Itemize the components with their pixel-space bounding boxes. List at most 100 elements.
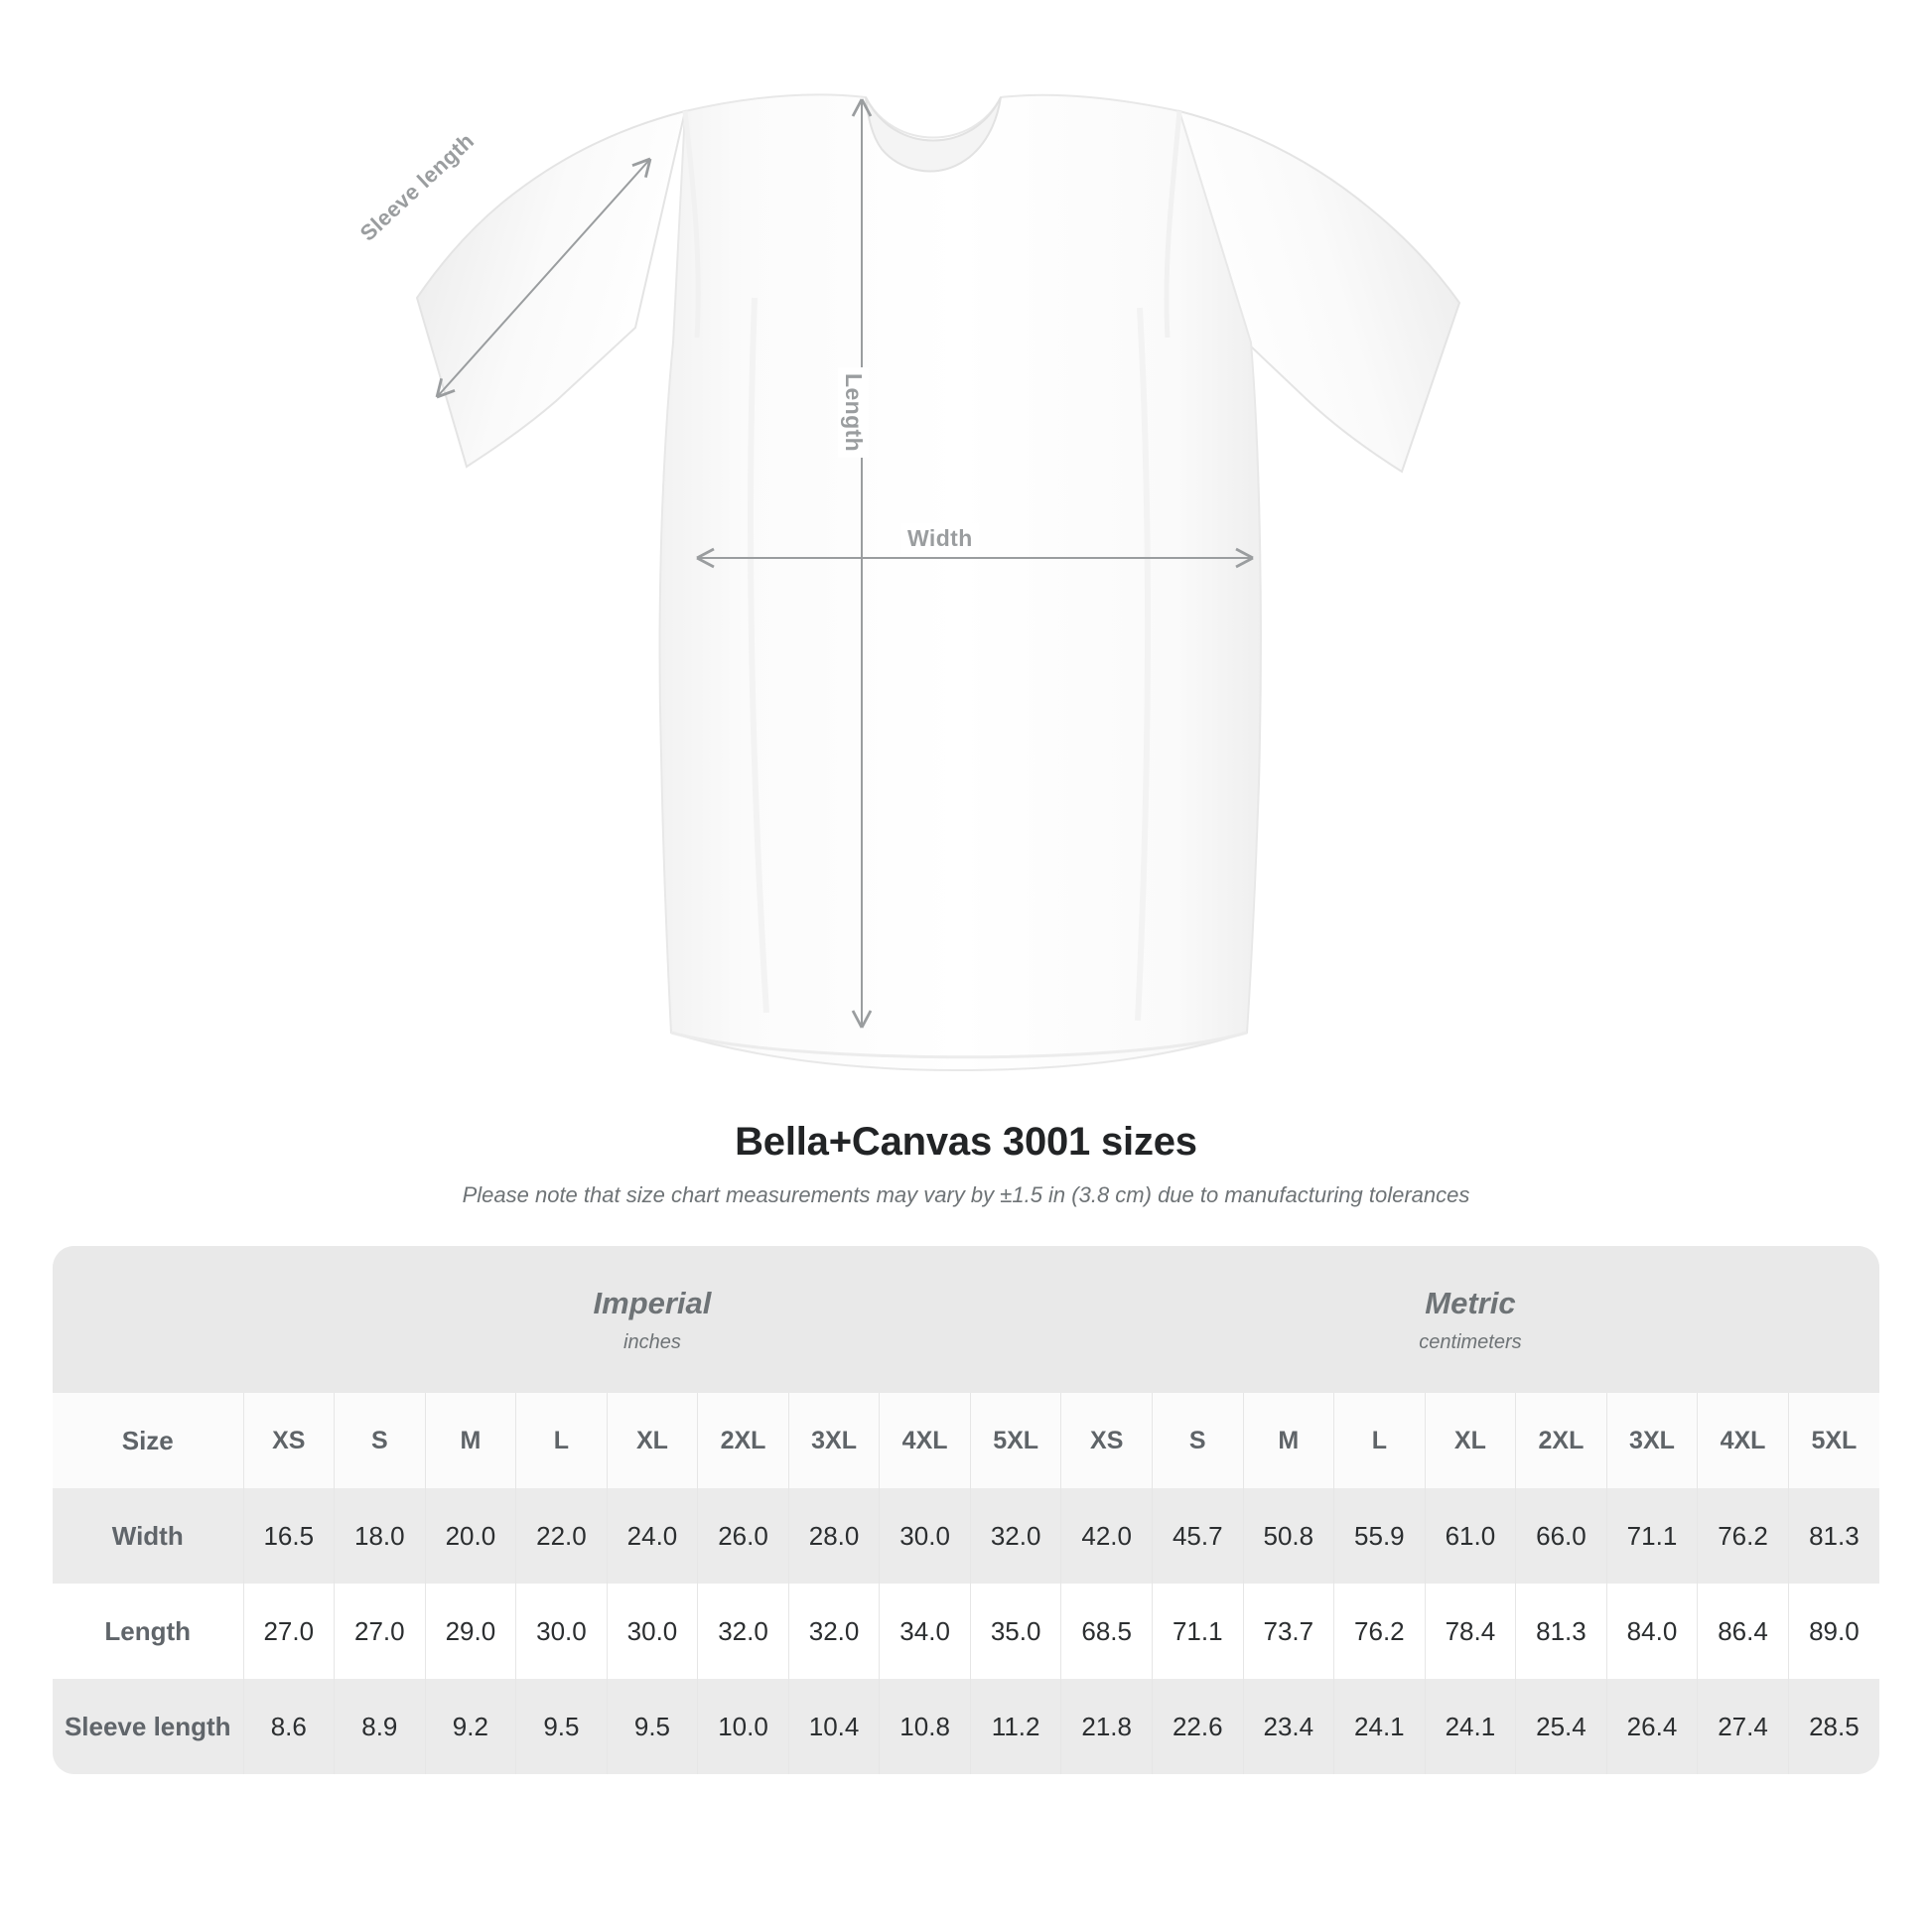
measurement-cell: 76.2 <box>1697 1488 1789 1584</box>
measurement-cell: 50.8 <box>1242 1488 1334 1584</box>
size-chart-table: Imperial inches Metric centimeters Size XS S M L… <box>53 1246 1879 1774</box>
measurement-cell: 28.0 <box>787 1488 880 1584</box>
measurement-cell: 10.8 <box>879 1679 971 1774</box>
measurement-cell: 30.0 <box>515 1584 608 1679</box>
measurement-cell: 61.0 <box>1424 1488 1516 1584</box>
measurement-cell: 42.0 <box>1060 1488 1153 1584</box>
measurement-cell: 27.0 <box>242 1584 335 1679</box>
size-header-cell: 3XL <box>787 1393 880 1488</box>
measurement-cell: 30.0 <box>879 1488 971 1584</box>
size-header-cell: 5XL <box>1787 1393 1879 1488</box>
size-header-cell: 5XL <box>969 1393 1061 1488</box>
measurement-cell: 32.0 <box>969 1488 1061 1584</box>
measurement-cell: 71.1 <box>1605 1488 1698 1584</box>
measurement-cell: 20.0 <box>424 1488 516 1584</box>
tshirt-illustration: Sleeve length Length Width <box>354 93 1461 1072</box>
measurement-cell: 24.0 <box>606 1488 698 1584</box>
measurement-cell: 32.0 <box>787 1584 880 1679</box>
table-row: Sleeve length 8.6 8.9 9.2 9.5 9.5 10.0 10.4 10.8… <box>53 1679 1879 1774</box>
measurement-cell: 73.7 <box>1242 1584 1334 1679</box>
unit-group-row: Imperial inches Metric centimeters <box>53 1246 1879 1393</box>
measurement-cell: 86.4 <box>1697 1584 1789 1679</box>
measurement-cell: 26.0 <box>697 1488 789 1584</box>
size-header-cell: 4XL <box>879 1393 971 1488</box>
measurement-cell: 78.4 <box>1424 1584 1516 1679</box>
measurement-cell: 66.0 <box>1515 1488 1607 1584</box>
measurement-cell: 8.9 <box>334 1679 426 1774</box>
tshirt-image: Sleeve length Length Width <box>354 93 1461 1072</box>
size-header-cell: 3XL <box>1605 1393 1698 1488</box>
measurement-cell: 35.0 <box>969 1584 1061 1679</box>
measurement-cell: 29.0 <box>424 1584 516 1679</box>
measurement-cell: 9.5 <box>515 1679 608 1774</box>
measurement-cell: 32.0 <box>697 1584 789 1679</box>
measurement-cell: 10.0 <box>697 1679 789 1774</box>
measurement-cell: 71.1 <box>1151 1584 1244 1679</box>
size-header-cell: L <box>515 1393 608 1488</box>
measurement-cell: 68.5 <box>1060 1584 1153 1679</box>
size-header-cell: 2XL <box>697 1393 789 1488</box>
measurement-cell: 81.3 <box>1787 1488 1879 1584</box>
unit-group-sub: centimeters <box>1419 1330 1522 1353</box>
measurement-cell: 9.5 <box>606 1679 698 1774</box>
measurement-cell: 21.8 <box>1060 1679 1153 1774</box>
measurement-cell: 55.9 <box>1333 1488 1426 1584</box>
measurement-cell: 45.7 <box>1151 1488 1244 1584</box>
measurement-cell: 34.0 <box>879 1584 971 1679</box>
unit-group-name: Metric <box>1425 1286 1516 1321</box>
size-header-cell: S <box>334 1393 426 1488</box>
measurement-cell: 24.1 <box>1333 1679 1426 1774</box>
tshirt-shape <box>415 93 1461 1072</box>
size-chart-table-container: Imperial inches Metric centimeters Size XS S M L… <box>53 1246 1879 1774</box>
page-title: Bella+Canvas 3001 sizes <box>735 1120 1197 1164</box>
unit-group-imperial: Imperial inches <box>243 1246 1061 1393</box>
size-header-cell: XL <box>1424 1393 1516 1488</box>
measurement-cell: 30.0 <box>606 1584 698 1679</box>
size-header-cell: M <box>424 1393 516 1488</box>
size-header-cell: XL <box>606 1393 698 1488</box>
measurement-cell: 81.3 <box>1515 1584 1607 1679</box>
measurement-cell: 10.4 <box>787 1679 880 1774</box>
page-subtitle: Please note that size chart measurements… <box>462 1182 1470 1207</box>
measurement-cell: 24.1 <box>1424 1679 1516 1774</box>
measurement-cell: 22.6 <box>1151 1679 1244 1774</box>
size-header-cell: XS <box>242 1393 335 1488</box>
size-header-cell: XS <box>1060 1393 1153 1488</box>
tshirt-graphic <box>415 93 1461 1072</box>
measurement-cell: 22.0 <box>515 1488 608 1584</box>
length-label: Length <box>838 367 869 459</box>
measurement-guides <box>435 98 1254 1029</box>
measurement-cell: 11.2 <box>969 1679 1061 1774</box>
measurement-cell: 27.4 <box>1697 1679 1789 1774</box>
table-row: Width 16.5 18.0 20.0 22.0 24.0 26.0 28.0 30.0 32.… <box>53 1488 1879 1584</box>
measurement-cell: 25.4 <box>1515 1679 1607 1774</box>
unit-group-sub: inches <box>623 1330 681 1353</box>
unit-group-metric: Metric centimeters <box>1060 1246 1879 1393</box>
measurement-cell: 23.4 <box>1242 1679 1334 1774</box>
size-header-label: Size <box>53 1393 243 1488</box>
sleeve-length-arrow <box>435 157 652 399</box>
size-header-cell: 4XL <box>1697 1393 1789 1488</box>
row-header-width: Width <box>53 1488 243 1584</box>
width-label: Width <box>901 523 979 554</box>
size-header-cell: 2XL <box>1515 1393 1607 1488</box>
measurement-cell: 18.0 <box>334 1488 426 1584</box>
heading-block: Bella+Canvas 3001 sizes Please note that… <box>0 1120 1932 1208</box>
measurement-cell: 76.2 <box>1333 1584 1426 1679</box>
row-header-length: Length <box>53 1584 243 1679</box>
measurement-cell: 84.0 <box>1605 1584 1698 1679</box>
measurement-cell: 26.4 <box>1605 1679 1698 1774</box>
measurement-cell: 16.5 <box>242 1488 335 1584</box>
measurement-cell: 9.2 <box>424 1679 516 1774</box>
measurement-cell: 89.0 <box>1787 1584 1879 1679</box>
unit-group-spacer <box>53 1246 243 1393</box>
unit-group-name: Imperial <box>593 1286 712 1321</box>
size-header-cell: L <box>1333 1393 1426 1488</box>
measurement-cell: 28.5 <box>1787 1679 1879 1774</box>
size-header-row: Size XS S M L XL 2XL 3XL 4XL 5XL XS S M L XL 2XL 3XL 4XL 5… <box>53 1393 1879 1488</box>
table-row: Length 27.0 27.0 29.0 30.0 30.0 32.0 32.0 34.0 35… <box>53 1584 1879 1679</box>
measurement-cell: 27.0 <box>334 1584 426 1679</box>
size-header-cell: S <box>1151 1393 1244 1488</box>
row-header-sleeve-length: Sleeve length <box>53 1679 243 1774</box>
measurement-cell: 8.6 <box>242 1679 335 1774</box>
